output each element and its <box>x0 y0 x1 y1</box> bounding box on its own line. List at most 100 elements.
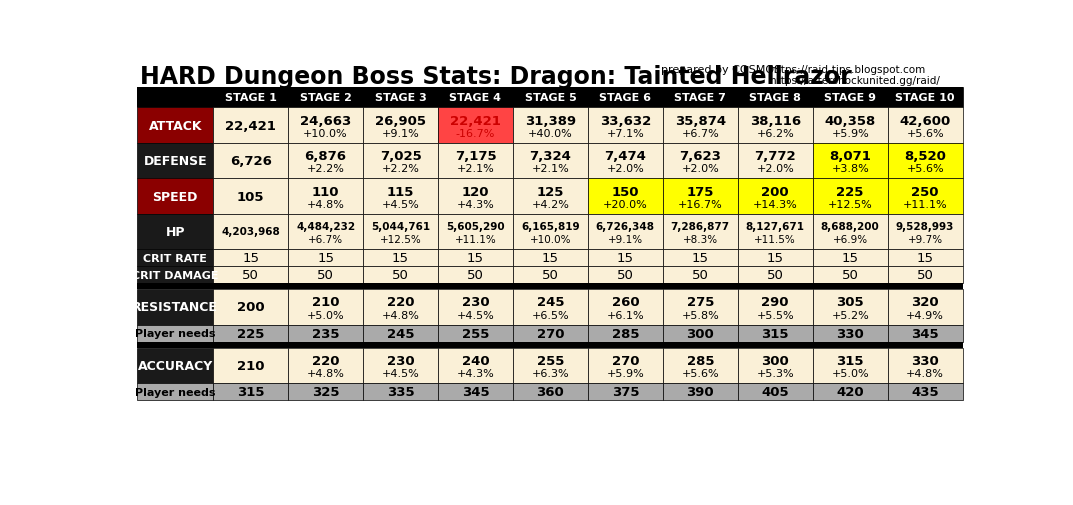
Text: +5.5%: +5.5% <box>756 310 794 320</box>
Text: 15: 15 <box>242 251 260 265</box>
Text: +4.3%: +4.3% <box>457 199 495 210</box>
Text: 315: 315 <box>237 385 264 398</box>
Bar <box>887 214 962 249</box>
Text: 390: 390 <box>687 385 715 398</box>
Bar <box>663 108 738 143</box>
Text: 225: 225 <box>837 185 864 198</box>
Text: 210: 210 <box>237 359 264 372</box>
Text: +6.1%: +6.1% <box>606 310 644 320</box>
Text: -16.7%: -16.7% <box>456 129 495 139</box>
Text: +7.1%: +7.1% <box>606 129 644 139</box>
Text: 335: 335 <box>386 385 414 398</box>
Text: +4.5%: +4.5% <box>457 310 495 320</box>
Text: +8.3%: +8.3% <box>682 235 718 245</box>
Bar <box>513 267 588 283</box>
Text: 50: 50 <box>318 269 334 281</box>
Text: +5.9%: +5.9% <box>832 129 869 139</box>
Text: 115: 115 <box>387 185 414 198</box>
Text: +4.9%: +4.9% <box>907 310 944 320</box>
Bar <box>289 179 363 214</box>
Text: 33,632: 33,632 <box>600 115 651 127</box>
Bar <box>663 348 738 383</box>
Bar <box>513 108 588 143</box>
Text: +2.1%: +2.1% <box>531 164 570 174</box>
Text: +6.2%: +6.2% <box>756 129 794 139</box>
Text: +4.8%: +4.8% <box>382 310 420 320</box>
Text: SPEED: SPEED <box>152 190 197 203</box>
Text: 315: 315 <box>837 354 864 367</box>
Text: +3.8%: +3.8% <box>832 164 869 174</box>
Text: 210: 210 <box>312 296 339 309</box>
Bar <box>363 143 438 179</box>
Text: 4,203,968: 4,203,968 <box>221 227 280 237</box>
Text: Player needs: Player needs <box>135 328 216 338</box>
Bar <box>738 179 812 214</box>
Text: CRIT DAMAGE: CRIT DAMAGE <box>132 270 219 280</box>
Text: +4.3%: +4.3% <box>457 369 495 378</box>
Text: +11.1%: +11.1% <box>902 199 947 210</box>
Text: 345: 345 <box>461 385 489 398</box>
Text: 245: 245 <box>386 327 414 340</box>
Bar <box>289 88 363 108</box>
Bar <box>663 383 738 400</box>
Bar <box>738 214 812 249</box>
Bar <box>363 179 438 214</box>
Text: 7,474: 7,474 <box>604 150 646 163</box>
Text: 5,605,290: 5,605,290 <box>446 222 504 232</box>
Text: 435: 435 <box>911 385 939 398</box>
Bar <box>887 108 962 143</box>
Bar <box>513 214 588 249</box>
Bar <box>887 267 962 283</box>
Text: +9.1%: +9.1% <box>607 235 643 245</box>
Text: HP: HP <box>165 226 185 238</box>
Text: Player needs: Player needs <box>135 387 216 397</box>
Text: +2.0%: +2.0% <box>756 164 794 174</box>
Text: 345: 345 <box>911 327 939 340</box>
Bar <box>513 143 588 179</box>
Bar <box>438 267 513 283</box>
Text: 8,071: 8,071 <box>829 150 871 163</box>
Bar <box>812 383 887 400</box>
Bar <box>137 214 214 249</box>
Text: +2.0%: +2.0% <box>681 164 719 174</box>
Bar <box>289 383 363 400</box>
Text: 9,528,993: 9,528,993 <box>896 222 954 232</box>
Bar <box>738 108 812 143</box>
Text: 7,025: 7,025 <box>380 150 422 163</box>
Bar <box>214 143 289 179</box>
Bar <box>812 143 887 179</box>
Text: 15: 15 <box>617 251 634 265</box>
Bar <box>214 267 289 283</box>
Bar <box>887 348 962 383</box>
Text: STAGE 9: STAGE 9 <box>824 93 877 103</box>
Text: 31,389: 31,389 <box>525 115 576 127</box>
Bar <box>588 143 663 179</box>
Text: 250: 250 <box>911 185 939 198</box>
Text: 22,421: 22,421 <box>450 115 501 127</box>
Bar <box>812 267 887 283</box>
Bar <box>438 143 513 179</box>
Text: +5.2%: +5.2% <box>832 310 869 320</box>
Text: 6,726,348: 6,726,348 <box>596 222 655 232</box>
Text: 405: 405 <box>762 385 789 398</box>
Bar <box>137 348 214 383</box>
Bar <box>137 267 214 283</box>
Bar <box>812 289 887 325</box>
Text: +2.0%: +2.0% <box>606 164 644 174</box>
Text: +4.8%: +4.8% <box>307 369 344 378</box>
Bar <box>438 88 513 108</box>
Bar <box>214 88 289 108</box>
Text: 50: 50 <box>392 269 409 281</box>
Bar <box>438 249 513 267</box>
Text: HARD Dungeon Boss Stats: Dragon: Tainted Hellrazor: HARD Dungeon Boss Stats: Dragon: Tainted… <box>139 65 851 88</box>
Text: 245: 245 <box>536 296 564 309</box>
Text: +12.5%: +12.5% <box>380 235 422 245</box>
Bar <box>887 179 962 214</box>
Text: 120: 120 <box>461 185 489 198</box>
Bar <box>137 249 214 267</box>
Text: 8,520: 8,520 <box>905 150 946 163</box>
Text: 8,688,200: 8,688,200 <box>821 222 880 232</box>
Text: +5.0%: +5.0% <box>832 369 869 378</box>
Bar <box>663 289 738 325</box>
Text: 6,726: 6,726 <box>230 155 271 168</box>
